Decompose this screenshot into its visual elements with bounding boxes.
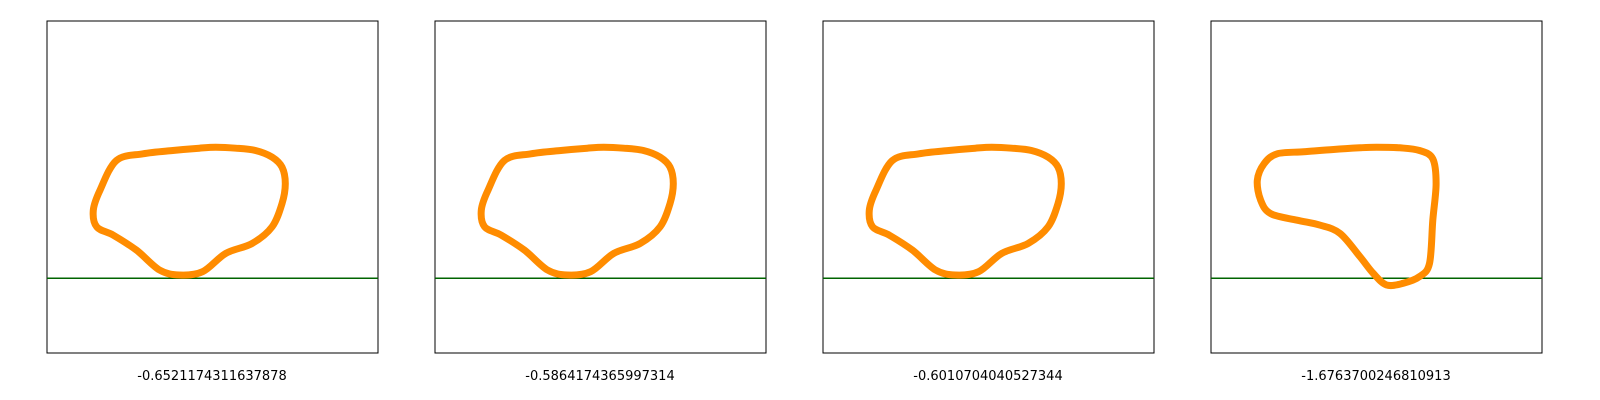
panel-4-frame	[1210, 20, 1543, 354]
panel-2-shape-outline	[477, 143, 677, 279]
panel-2: -0.5864174365997314	[434, 20, 767, 384]
panel-3-caption: -0.6010704040527344	[913, 369, 1062, 384]
panel-2-frame	[434, 20, 767, 354]
panel-3: -0.6010704040527344	[822, 20, 1155, 384]
panel-1-caption: -0.6521174311637878	[137, 369, 286, 384]
panel-4-marks	[1211, 143, 1542, 290]
panel-3-frame	[822, 20, 1155, 354]
panel-3-marks	[823, 143, 1154, 280]
panel-1-marks	[47, 143, 378, 280]
panel-3-shape-outline	[865, 143, 1065, 279]
panel-1-shape-outline	[89, 143, 289, 279]
panel-1-frame	[46, 20, 379, 354]
panel-2-caption: -0.5864174365997314	[525, 369, 674, 384]
panel-4-shape-outline	[1253, 143, 1440, 290]
panel-1: -0.6521174311637878	[46, 20, 379, 384]
panel-4-caption: -1.6763700246810913	[1301, 369, 1450, 384]
panel-2-marks	[435, 143, 766, 280]
panel-4: -1.6763700246810913	[1210, 20, 1543, 384]
